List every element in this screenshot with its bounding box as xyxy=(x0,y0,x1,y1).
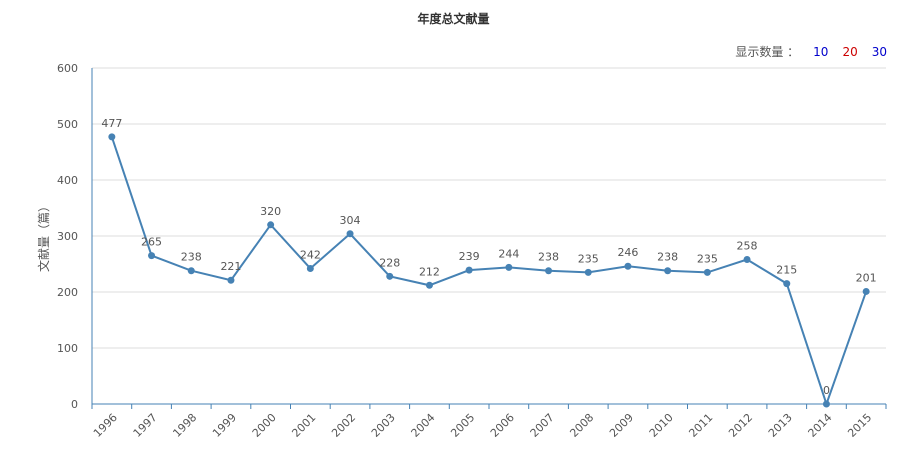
x-tick-label: 2002 xyxy=(329,411,358,440)
x-tick-label: 2015 xyxy=(845,411,874,440)
data-label: 244 xyxy=(498,247,519,260)
data-point xyxy=(306,264,314,272)
data-label: 246 xyxy=(617,246,638,259)
x-tick-label: 2003 xyxy=(369,411,398,440)
y-tick-label: 100 xyxy=(57,342,78,355)
data-point xyxy=(664,267,672,275)
data-point xyxy=(267,221,275,229)
data-label: 215 xyxy=(776,264,797,277)
x-tick-label: 2001 xyxy=(289,411,318,440)
y-tick-label: 0 xyxy=(71,398,78,411)
data-label: 235 xyxy=(578,252,599,265)
y-tick-label: 500 xyxy=(57,118,78,131)
y-tick-label: 400 xyxy=(57,174,78,187)
data-point xyxy=(624,262,632,270)
x-tick-label: 2007 xyxy=(528,411,557,440)
data-point xyxy=(386,272,394,280)
data-point xyxy=(505,263,513,271)
x-tick-label: 2005 xyxy=(448,411,477,440)
data-point xyxy=(227,276,235,284)
data-point xyxy=(425,281,433,289)
data-point xyxy=(465,266,473,274)
x-tick-label: 2008 xyxy=(567,411,596,440)
display-count-option-20[interactable]: 20 xyxy=(842,44,858,59)
x-tick-label: 1997 xyxy=(131,411,160,440)
data-point xyxy=(187,267,195,275)
x-tick-label: 2014 xyxy=(806,411,835,440)
data-label: 221 xyxy=(220,260,241,273)
data-point xyxy=(148,252,156,260)
data-point xyxy=(743,256,751,264)
x-tick-label: 1996 xyxy=(91,411,120,440)
y-tick-label: 200 xyxy=(57,286,78,299)
x-tick-label: 2006 xyxy=(488,411,517,440)
y-tick-label: 300 xyxy=(57,230,78,243)
y-tick-label: 600 xyxy=(57,62,78,75)
x-tick-label: 2009 xyxy=(607,411,636,440)
data-point xyxy=(703,268,711,276)
data-point xyxy=(862,287,870,295)
x-tick-label: 2011 xyxy=(686,411,715,440)
data-point xyxy=(822,400,830,408)
data-point xyxy=(346,230,354,238)
data-label: 235 xyxy=(697,252,718,265)
data-label: 238 xyxy=(657,251,678,264)
data-point xyxy=(545,267,553,275)
chart-title: 年度总文献量 xyxy=(417,12,490,26)
data-label: 212 xyxy=(419,265,440,278)
data-point xyxy=(108,133,116,141)
data-label: 304 xyxy=(340,214,361,227)
data-label: 239 xyxy=(459,250,480,263)
data-label: 0 xyxy=(823,384,830,397)
x-tick-label: 2012 xyxy=(726,411,755,440)
data-label: 238 xyxy=(538,251,559,264)
data-point xyxy=(584,268,592,276)
data-label: 258 xyxy=(737,240,758,253)
display-count-selector: 显示数量 ： 10 20 30 xyxy=(735,43,887,60)
data-label: 265 xyxy=(141,236,162,249)
x-tick-label: 1999 xyxy=(210,411,239,440)
data-point xyxy=(783,280,791,288)
data-label: 242 xyxy=(300,248,321,261)
y-axis-title: 文献量（篇） xyxy=(36,200,51,272)
data-label: 477 xyxy=(101,117,122,130)
x-tick-label: 1998 xyxy=(170,411,199,440)
x-tick-label: 2010 xyxy=(647,411,676,440)
data-label: 320 xyxy=(260,205,281,218)
display-count-option-30[interactable]: 30 xyxy=(871,44,887,59)
data-label: 238 xyxy=(181,251,202,264)
x-tick-label: 2004 xyxy=(409,411,438,440)
display-count-option-10[interactable]: 10 xyxy=(813,44,829,59)
data-label: 228 xyxy=(379,256,400,269)
x-tick-label: 2013 xyxy=(766,411,795,440)
data-label: 201 xyxy=(856,271,877,284)
series-line xyxy=(110,136,868,408)
display-count-label: 显示数量 ： xyxy=(735,45,800,59)
x-tick-label: 2000 xyxy=(250,411,279,440)
